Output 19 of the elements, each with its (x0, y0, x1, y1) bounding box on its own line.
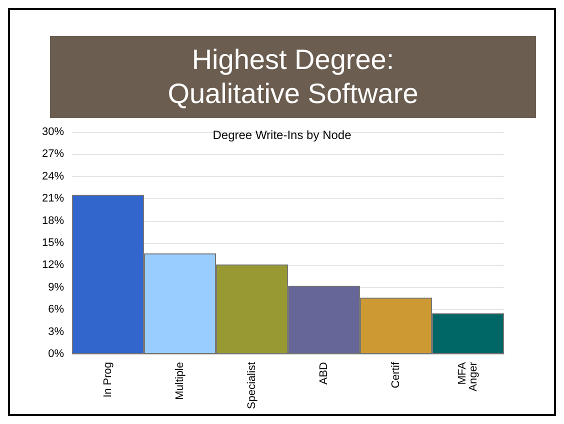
x-tick-label: Specialist (246, 362, 258, 410)
y-tick-label: 0% (48, 348, 64, 360)
x-tick-label: Multiple (174, 362, 186, 400)
y-tick-label: 6% (48, 304, 64, 316)
y-tick-label: 21% (42, 192, 64, 205)
x-tick-label: In Prog (102, 362, 114, 398)
x-tick-label: ABD (318, 362, 330, 385)
y-tick-label: 9% (48, 281, 64, 294)
y-tick-label: 30% (42, 126, 64, 138)
y-tick-label: 3% (48, 326, 64, 338)
y-tick-label: 15% (42, 237, 64, 249)
y-tick-label: 24% (42, 170, 64, 182)
x-tick-label: MFA Anger (456, 361, 480, 392)
chart-subtitle: Degree Write-Ins by Node (212, 128, 352, 142)
y-tick-label: 27% (42, 148, 64, 160)
chart-title: Highest Degree: Qualitative Software (50, 36, 536, 118)
y-tick-label: 18% (42, 214, 64, 227)
y-tick-label: 12% (42, 259, 64, 272)
x-tick-label: Certif (390, 361, 402, 388)
